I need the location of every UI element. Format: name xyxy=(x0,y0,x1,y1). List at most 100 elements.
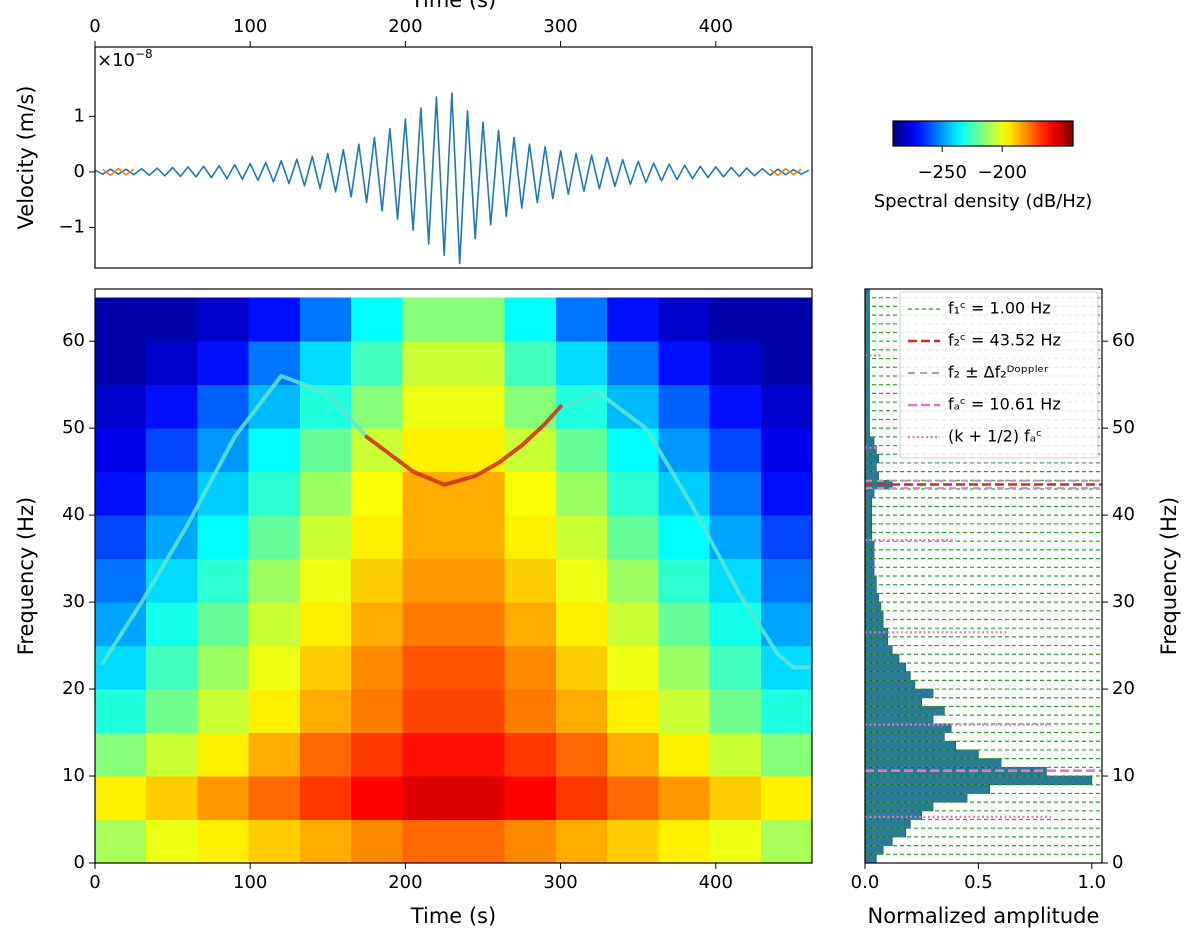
heatmap-cell xyxy=(607,819,659,864)
heatmap-cell xyxy=(555,776,608,821)
histogram-bar xyxy=(864,706,945,716)
histogram-bar xyxy=(864,306,870,316)
heatmap-cell xyxy=(95,558,147,603)
heatmap-cell xyxy=(607,689,659,734)
y-offset-base: ×10 xyxy=(97,50,135,71)
heatmap-cell xyxy=(248,558,301,603)
legend-label: fₐᶜ = 10.61 Hz xyxy=(948,395,1061,414)
heatmap-cell xyxy=(709,732,762,777)
histogram-bar xyxy=(864,758,1002,768)
heatmap-cell xyxy=(248,732,301,777)
heatmap-cell xyxy=(658,341,711,386)
x-tick-label: 0 xyxy=(89,16,100,37)
histogram-bar xyxy=(864,323,870,333)
histogram-bar xyxy=(864,584,877,594)
heatmap-cell xyxy=(402,645,454,690)
ridge-line xyxy=(364,404,563,487)
heatmap-cell xyxy=(351,558,403,603)
heatmap-cell xyxy=(709,471,762,516)
histogram-bar xyxy=(864,810,922,820)
heatmap-cell xyxy=(351,689,403,734)
heatmap-cell xyxy=(95,689,147,734)
heatmap-cell xyxy=(248,602,301,647)
heatmap-cell xyxy=(248,471,301,516)
x-tick-label: 200 xyxy=(388,16,422,37)
heatmap-cell xyxy=(504,341,557,386)
heatmap-cell xyxy=(658,819,711,864)
heatmap xyxy=(95,297,813,864)
y-axis-label: Frequency (Hz) xyxy=(14,497,38,655)
heatmap-cell xyxy=(658,384,711,429)
heatmap-cell xyxy=(658,732,711,777)
histogram-bar xyxy=(864,793,968,803)
axes-frame xyxy=(864,288,1103,864)
heatmap-cell xyxy=(555,819,608,864)
heatmap-cell xyxy=(760,819,813,864)
heatmap-cell xyxy=(248,819,301,864)
heatmap-cell xyxy=(146,297,198,342)
heatmap-cell xyxy=(402,384,454,429)
heatmap-cell xyxy=(402,819,454,864)
heatmap-cell xyxy=(95,384,147,429)
histogram-bar xyxy=(864,514,873,525)
heatmap-cell xyxy=(146,428,198,473)
heatmap-cell xyxy=(299,689,352,734)
histogram-bar xyxy=(864,358,870,368)
heatmap-cell xyxy=(555,428,608,473)
heatmap-cell xyxy=(504,602,557,647)
heatmap-cell xyxy=(146,645,198,690)
y-tick-label: 40 xyxy=(1112,504,1135,525)
heatmap-cell xyxy=(299,776,352,821)
heatmap-cell xyxy=(197,297,250,342)
heatmap-cell xyxy=(351,341,403,386)
histogram-bar xyxy=(864,453,879,464)
heatmap-cell xyxy=(146,602,198,647)
heatmap-cell xyxy=(197,341,250,386)
heatmap-cell xyxy=(709,776,762,821)
heatmap-cell xyxy=(197,428,250,473)
ridge-line xyxy=(100,374,811,670)
heatmap-cell xyxy=(504,645,557,690)
heatmap-cell xyxy=(607,341,659,386)
heatmap-cell xyxy=(402,732,454,777)
heatmap-cell xyxy=(709,384,762,429)
heatmap-cell xyxy=(555,471,608,516)
histogram-bar xyxy=(864,784,991,794)
histogram-bar xyxy=(864,558,875,568)
heatmap-cell xyxy=(402,515,454,560)
heatmap-cell xyxy=(760,689,813,734)
histogram-bar xyxy=(864,523,873,533)
heatmap-cell xyxy=(95,297,147,342)
heatmap-cell xyxy=(555,689,608,734)
histogram-bar xyxy=(864,393,870,403)
histogram-bar xyxy=(864,314,870,325)
heatmap-cell xyxy=(555,645,608,690)
histogram-bar xyxy=(864,610,884,620)
waveform-line xyxy=(102,167,802,177)
y-tick-label: 60 xyxy=(1112,330,1135,351)
heatmap-cell xyxy=(453,776,506,821)
legend-label: (k + 1/2) fₐᶜ xyxy=(948,427,1042,446)
histogram-bar xyxy=(864,488,875,499)
heatmap-cell xyxy=(607,515,659,560)
y-axis-label: Velocity (m/s) xyxy=(14,86,38,230)
heatmap-cell xyxy=(453,384,506,429)
heatmap-cell xyxy=(299,515,352,560)
heatmap-cell xyxy=(504,471,557,516)
heatmap-cell xyxy=(197,776,250,821)
heatmap-cell xyxy=(197,384,250,429)
heatmap-cell xyxy=(197,689,250,734)
heatmap-cell xyxy=(351,471,403,516)
y-tick-label: 40 xyxy=(62,504,85,525)
histogram-bar xyxy=(864,801,934,812)
heatmap-cell xyxy=(760,558,813,603)
histogram-bar xyxy=(864,340,870,351)
heatmap-cell xyxy=(453,645,506,690)
heatmap-cell xyxy=(607,602,659,647)
heatmap-cell xyxy=(197,819,250,864)
heatmap-cell xyxy=(453,341,506,386)
histogram-bar xyxy=(864,462,877,472)
colorbar-tick-label: −250 xyxy=(917,162,966,183)
histogram-bar xyxy=(864,697,922,707)
axes-frame xyxy=(94,46,813,269)
